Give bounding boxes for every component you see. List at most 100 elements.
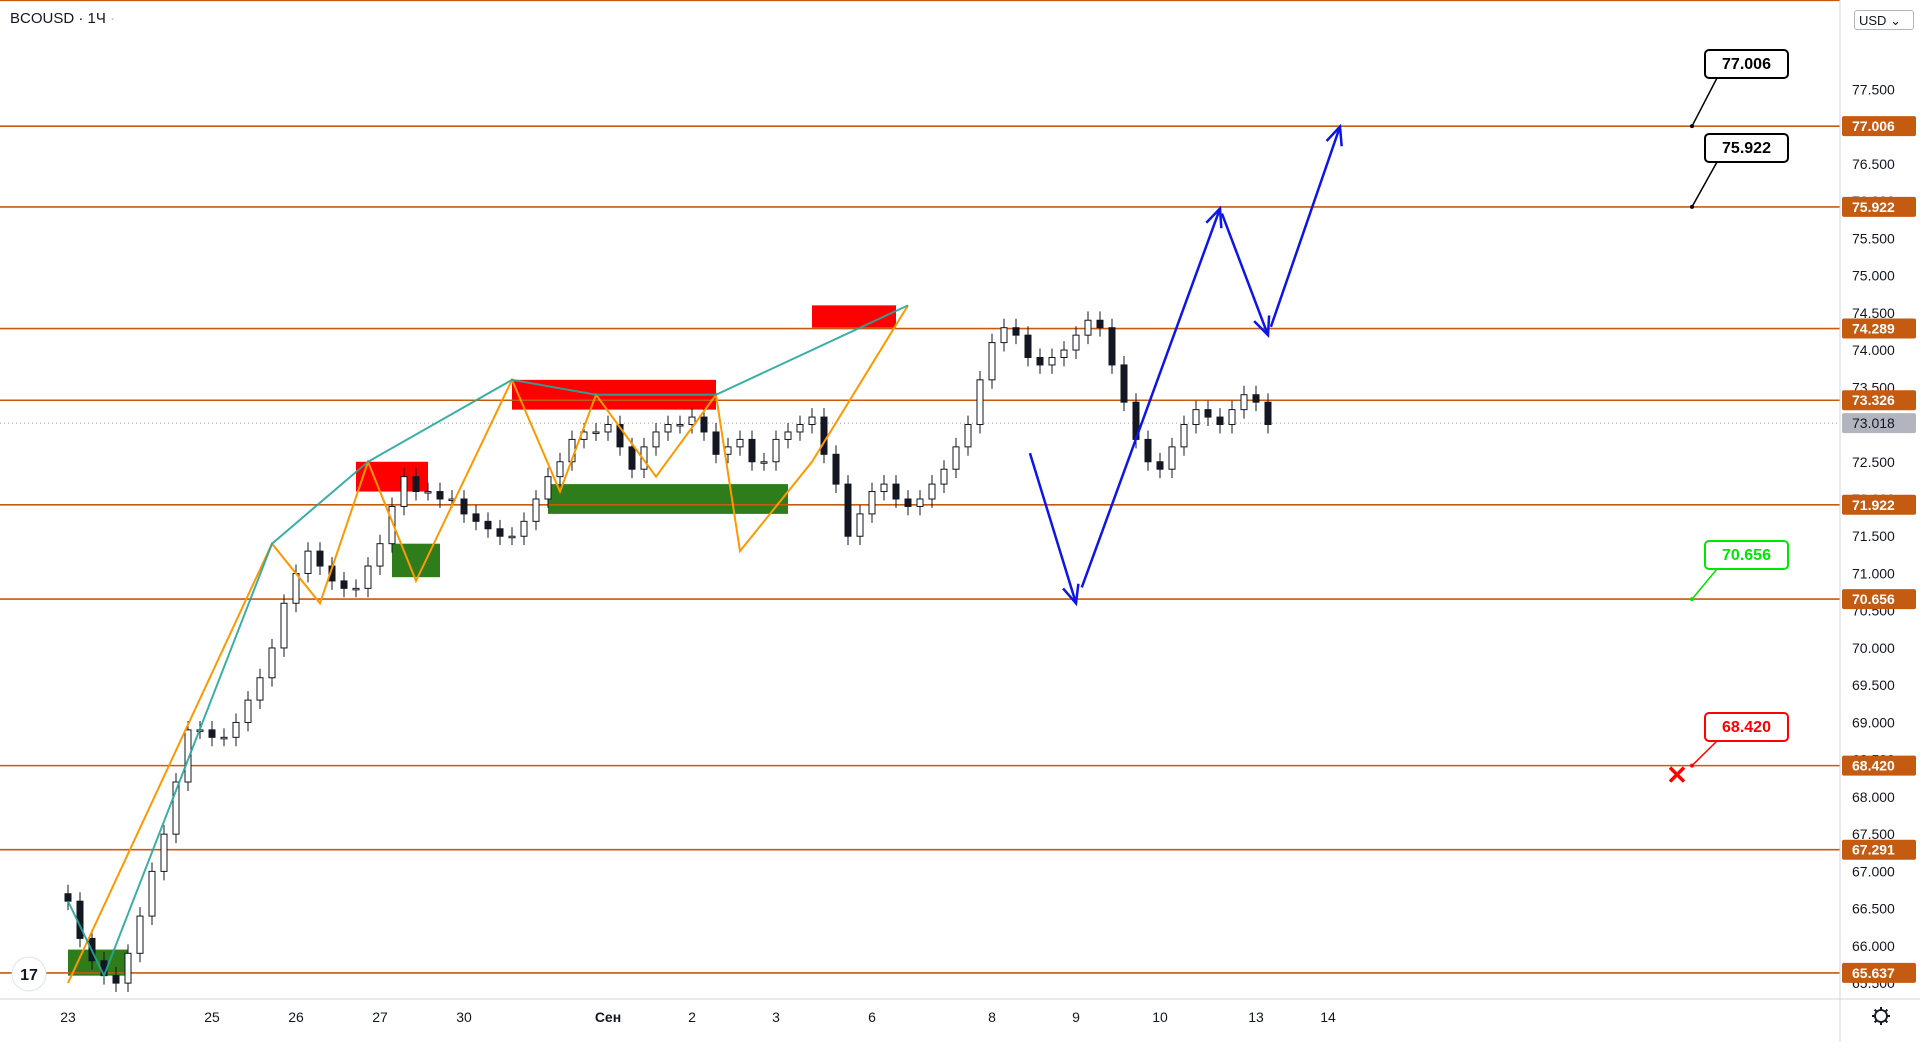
candle-body	[604, 424, 612, 433]
forecast-segment	[1080, 208, 1222, 588]
time-tick-label: 6	[868, 1009, 876, 1025]
level-price-label: 67.291	[1852, 842, 1895, 858]
candle-body	[508, 535, 516, 539]
gear-icon[interactable]	[1874, 1009, 1888, 1023]
candle-body	[928, 483, 936, 500]
forecast-arrowhead	[1253, 315, 1271, 339]
level-price-label: 65.637	[1852, 965, 1895, 981]
demand-zone	[548, 484, 788, 514]
candle-body	[1084, 319, 1092, 336]
time-tick-label: 14	[1320, 1009, 1336, 1025]
chevron-down-icon: ⌄	[1890, 13, 1901, 28]
candle-body	[976, 379, 984, 426]
level-price-label: 77.006	[1852, 118, 1895, 134]
candle-body	[940, 468, 948, 485]
tradingview-logo-icon: 17	[20, 967, 38, 984]
candle-body	[556, 461, 564, 478]
candle-body	[892, 483, 900, 500]
price-tick-label: 69.000	[1852, 714, 1895, 730]
level-price-tag	[1842, 839, 1916, 860]
candle-body	[424, 491, 432, 494]
level-price-tag	[1842, 589, 1916, 610]
level-price-tag	[1842, 116, 1916, 137]
supply-zone	[812, 305, 896, 328]
candle-body	[1120, 364, 1128, 403]
candle-body	[292, 572, 300, 604]
time-tick-label: 30	[456, 1009, 472, 1025]
price-tick-label: 68.000	[1852, 789, 1895, 805]
callout-label: 77.006	[1722, 56, 1771, 73]
candle-body	[676, 424, 684, 427]
time-tick-label: 10	[1152, 1009, 1168, 1025]
level-price-tag	[1842, 755, 1916, 776]
candle-body	[856, 513, 864, 537]
candle-body	[520, 520, 528, 537]
candle-body	[172, 781, 180, 835]
candle-body	[316, 550, 324, 567]
candle-body	[616, 424, 624, 448]
candle-body	[832, 453, 840, 485]
candle-body	[232, 721, 240, 738]
candle-body	[1228, 409, 1236, 426]
price-tick-label: 66.500	[1852, 901, 1895, 917]
candle-body	[712, 431, 720, 455]
candle-body	[952, 446, 960, 470]
candle-body	[652, 431, 660, 448]
candle-body	[1216, 416, 1224, 426]
time-tick-label: 9	[1072, 1009, 1080, 1025]
candle-body	[748, 438, 756, 463]
candle-body	[460, 498, 468, 515]
currency-select[interactable]: USD ⌄	[1854, 10, 1914, 30]
candle-body	[472, 513, 480, 522]
candle-body	[412, 476, 420, 493]
candle-body	[1168, 446, 1176, 470]
callout-dot	[1690, 597, 1694, 602]
candle-body	[124, 952, 132, 984]
time-tick-label: 27	[372, 1009, 388, 1025]
candle-body	[304, 550, 312, 574]
price-tick-label: 76.500	[1852, 156, 1895, 172]
price-tick-label: 70.000	[1852, 640, 1895, 656]
candle-body	[1000, 327, 1008, 344]
symbol-header[interactable]: BCOUSD · 1Ч ·	[10, 10, 115, 27]
callout-box	[1704, 712, 1789, 742]
forecast-arrowhead	[1325, 123, 1343, 147]
candle-body	[64, 893, 72, 902]
candle-body	[640, 446, 648, 470]
candle-body	[736, 438, 744, 448]
callout-pointer	[1691, 77, 1718, 127]
candle-body	[1036, 356, 1044, 366]
header-separator: ·	[78, 10, 84, 27]
price-tick-label: 74.500	[1852, 305, 1895, 321]
candle-body	[160, 833, 168, 872]
demand-zone	[392, 543, 440, 578]
level-price-label: 75.922	[1852, 199, 1895, 215]
candle-body	[220, 736, 228, 740]
candle-body	[112, 975, 120, 984]
price-tick-label: 69.500	[1852, 677, 1895, 693]
candle-body	[400, 476, 408, 507]
gear-icon-tooth	[1884, 1008, 1889, 1013]
level-price-tag	[1842, 494, 1916, 515]
candle-body	[1240, 394, 1248, 411]
level-price-tag	[1842, 390, 1916, 411]
candle-body	[208, 729, 216, 738]
candle-body	[136, 915, 144, 954]
last-price-label: 73.018	[1852, 415, 1895, 431]
candle-body	[184, 729, 192, 783]
level-price-tag	[1842, 196, 1916, 217]
forecast-segment	[1220, 213, 1270, 336]
candle-body	[244, 699, 252, 723]
price-tick-label: 67.500	[1852, 826, 1895, 842]
candle-body	[1048, 356, 1056, 366]
time-tick-label: 2	[688, 1009, 696, 1025]
forecast-segment	[1269, 126, 1342, 328]
callout-pointer	[1691, 568, 1718, 600]
candle-body	[1192, 409, 1200, 426]
price-tick-label: 77.500	[1852, 81, 1895, 97]
candle-body	[772, 438, 780, 463]
price-tick-label: 72.500	[1852, 454, 1895, 470]
candle-body	[592, 431, 600, 434]
level-price-label: 70.656	[1852, 591, 1895, 607]
